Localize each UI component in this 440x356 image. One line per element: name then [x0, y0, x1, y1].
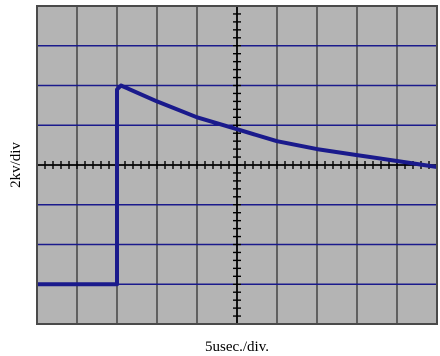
plot-frame [36, 5, 438, 325]
x-axis-label: 5usec./div. [205, 339, 269, 355]
waveform-trace [37, 83, 438, 287]
y-axis-label: 2kv/div [8, 142, 24, 188]
